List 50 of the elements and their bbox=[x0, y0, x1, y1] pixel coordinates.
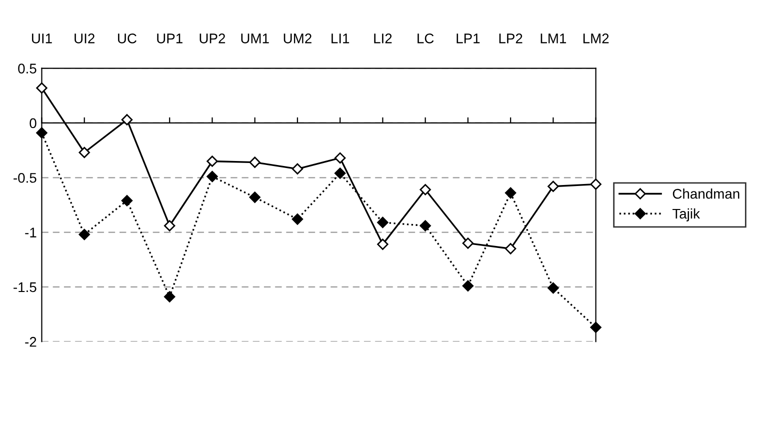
x-tick-label: UI2 bbox=[74, 34, 94, 44]
legend-label: Tajik bbox=[672, 208, 700, 222]
point bbox=[249, 156, 260, 168]
point bbox=[249, 192, 260, 203]
point bbox=[377, 216, 388, 228]
y-tick-label: -1.5 bbox=[14, 282, 36, 292]
point bbox=[206, 170, 218, 182]
point bbox=[121, 114, 133, 126]
x-tick-label: UP1 bbox=[157, 34, 182, 44]
x-tick-label: LP2 bbox=[499, 34, 522, 44]
point bbox=[164, 220, 176, 232]
point bbox=[548, 282, 559, 294]
y-tick-label: 0 bbox=[30, 118, 36, 128]
x-tick-label: UP2 bbox=[200, 34, 226, 44]
point bbox=[292, 163, 304, 174]
x-tick-label: LM1 bbox=[540, 34, 566, 44]
point bbox=[504, 187, 516, 199]
y-tick-label: -1 bbox=[25, 228, 36, 238]
y-tick-label: 0.5 bbox=[18, 64, 36, 74]
point bbox=[420, 220, 431, 232]
point bbox=[334, 168, 346, 179]
legend-label: Chandman bbox=[672, 188, 740, 199]
point bbox=[206, 156, 218, 167]
x-tick-label: LP1 bbox=[456, 34, 480, 44]
point bbox=[590, 322, 602, 333]
point bbox=[78, 228, 90, 240]
point bbox=[462, 238, 474, 249]
x-tick-label: UC bbox=[118, 34, 136, 44]
x-tick-label: LC bbox=[418, 34, 434, 44]
point bbox=[590, 178, 602, 190]
point bbox=[164, 291, 176, 302]
point bbox=[121, 194, 133, 206]
point bbox=[36, 82, 48, 94]
y-tick-label: -0.5 bbox=[14, 172, 36, 183]
point bbox=[36, 127, 48, 138]
x-tick-label: LM2 bbox=[583, 34, 609, 44]
point bbox=[420, 184, 431, 196]
point bbox=[377, 238, 388, 250]
x-tick-label: LI1 bbox=[332, 34, 350, 44]
point bbox=[504, 243, 516, 254]
point bbox=[334, 152, 346, 164]
x-tick-label: UM1 bbox=[241, 34, 269, 44]
point bbox=[78, 146, 90, 158]
x-tick-label: LI2 bbox=[374, 34, 392, 44]
point bbox=[292, 214, 304, 225]
x-tick-label: UM2 bbox=[284, 34, 312, 44]
point bbox=[462, 280, 474, 292]
x-tick-label: UI1 bbox=[32, 34, 52, 44]
point bbox=[548, 180, 559, 192]
y-tick-label: -2 bbox=[25, 336, 36, 347]
